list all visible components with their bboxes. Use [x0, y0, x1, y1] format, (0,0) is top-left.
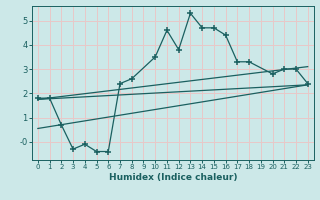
X-axis label: Humidex (Indice chaleur): Humidex (Indice chaleur): [108, 173, 237, 182]
